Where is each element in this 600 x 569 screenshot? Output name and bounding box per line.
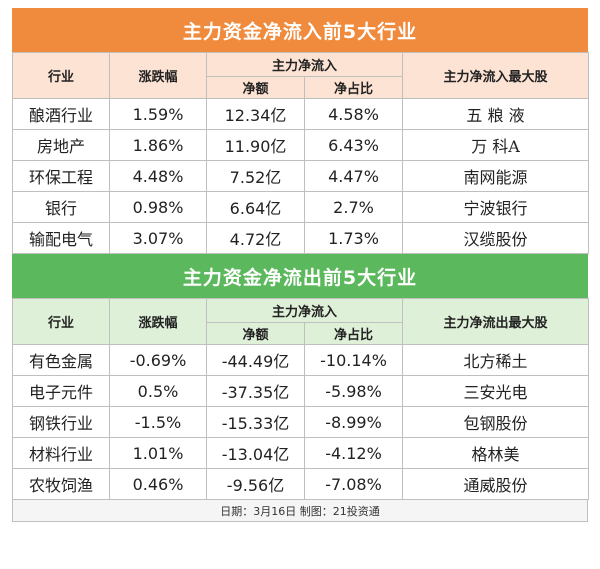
table-row: 输配电气 3.07% 4.72亿 1.73% 汉缆股份 — [12, 222, 590, 254]
header-change: 涨跌幅 — [109, 52, 207, 99]
amount-cell: -37.35亿 — [206, 375, 305, 407]
table-row: 环保工程 4.48% 7.52亿 4.47% 南网能源 — [12, 160, 590, 192]
amount-cell: -13.04亿 — [206, 437, 305, 469]
change-cell: -0.69% — [109, 344, 207, 376]
amount-cell: 6.64亿 — [206, 191, 305, 223]
outflow-table: 行业 涨跌幅 主力净流入 主力净流出最大股 净额 净占比 有色金属 -0.69% -… — [12, 298, 590, 500]
outflow-title: 主力资金净流出前5大行业 — [12, 254, 588, 298]
stock-cell: 万 科A — [402, 129, 590, 161]
industry-cell: 银行 — [12, 191, 110, 223]
ratio-cell: 2.7% — [303, 191, 404, 223]
table-row: 房地产 1.86% 11.90亿 6.43% 万 科A — [12, 129, 590, 161]
header-amount: 净额 — [206, 76, 305, 99]
stock-cell: 宁波银行 — [402, 191, 590, 223]
amount-cell: 11.90亿 — [206, 129, 305, 161]
change-cell: 0.98% — [109, 191, 207, 223]
industry-cell: 有色金属 — [12, 344, 110, 376]
change-cell: 0.46% — [109, 468, 207, 500]
amount-cell: 7.52亿 — [206, 160, 305, 192]
industry-cell: 房地产 — [12, 129, 110, 161]
industry-cell: 农牧饲渔 — [12, 468, 110, 500]
change-cell: 4.48% — [109, 160, 207, 192]
table-row: 电子元件 0.5% -37.35亿 -5.98% 三安光电 — [12, 375, 590, 407]
industry-cell: 环保工程 — [12, 160, 110, 192]
amount-cell: -44.49亿 — [206, 344, 305, 376]
stock-cell: 北方稀土 — [402, 344, 590, 376]
industry-cell: 酿酒行业 — [12, 98, 110, 130]
ratio-cell: -8.99% — [303, 406, 404, 438]
header-ratio: 净占比 — [303, 76, 404, 99]
stock-cell: 通威股份 — [402, 468, 590, 500]
inflow-title: 主力资金净流入前5大行业 — [12, 8, 588, 52]
footer-note: 日期：3月16日 制图：21投资通 — [12, 500, 588, 522]
header-main-funds: 主力净流入 — [205, 298, 404, 323]
stock-cell: 格林美 — [402, 437, 590, 469]
header-change: 涨跌幅 — [109, 298, 207, 345]
change-cell: 1.59% — [109, 98, 207, 130]
inflow-table: 行业 涨跌幅 主力净流入 主力净流入最大股 净额 净占比 酿酒行业 1.59% 12… — [12, 52, 590, 254]
table-row: 农牧饲渔 0.46% -9.56亿 -7.08% 通威股份 — [12, 468, 590, 500]
change-cell: -1.5% — [109, 406, 207, 438]
header-top-stock: 主力净流出最大股 — [402, 298, 590, 345]
ratio-cell: 6.43% — [303, 129, 404, 161]
ratio-cell: -7.08% — [303, 468, 404, 500]
header-top-stock: 主力净流入最大股 — [402, 52, 590, 99]
amount-cell: -15.33亿 — [206, 406, 305, 438]
table-row: 酿酒行业 1.59% 12.34亿 4.58% 五 粮 液 — [12, 98, 590, 130]
amount-cell: 4.72亿 — [206, 222, 305, 254]
change-cell: 3.07% — [109, 222, 207, 254]
change-cell: 1.86% — [109, 129, 207, 161]
ratio-cell: -5.98% — [303, 375, 404, 407]
header-amount: 净额 — [206, 322, 305, 345]
table-row: 有色金属 -0.69% -44.49亿 -10.14% 北方稀土 — [12, 344, 590, 376]
amount-cell: 12.34亿 — [206, 98, 305, 130]
ratio-cell: 1.73% — [303, 222, 404, 254]
ratio-cell: 4.47% — [303, 160, 404, 192]
industry-cell: 输配电气 — [12, 222, 110, 254]
stock-cell: 五 粮 液 — [402, 98, 590, 130]
table-row: 材料行业 1.01% -13.04亿 -4.12% 格林美 — [12, 437, 590, 469]
stock-cell: 南网能源 — [402, 160, 590, 192]
header-industry: 行业 — [12, 52, 110, 99]
amount-cell: -9.56亿 — [206, 468, 305, 500]
table-row: 钢铁行业 -1.5% -15.33亿 -8.99% 包钢股份 — [12, 406, 590, 438]
industry-cell: 材料行业 — [12, 437, 110, 469]
ratio-cell: 4.58% — [303, 98, 404, 130]
header-industry: 行业 — [12, 298, 110, 345]
table-row: 银行 0.98% 6.64亿 2.7% 宁波银行 — [12, 191, 590, 223]
ratio-cell: -10.14% — [303, 344, 404, 376]
industry-cell: 钢铁行业 — [12, 406, 110, 438]
header-ratio: 净占比 — [303, 322, 404, 345]
change-cell: 1.01% — [109, 437, 207, 469]
change-cell: 0.5% — [109, 375, 207, 407]
stock-cell: 三安光电 — [402, 375, 590, 407]
ratio-cell: -4.12% — [303, 437, 404, 469]
stock-cell: 包钢股份 — [402, 406, 590, 438]
stock-cell: 汉缆股份 — [402, 222, 590, 254]
industry-cell: 电子元件 — [12, 375, 110, 407]
header-main-funds: 主力净流入 — [205, 52, 404, 77]
